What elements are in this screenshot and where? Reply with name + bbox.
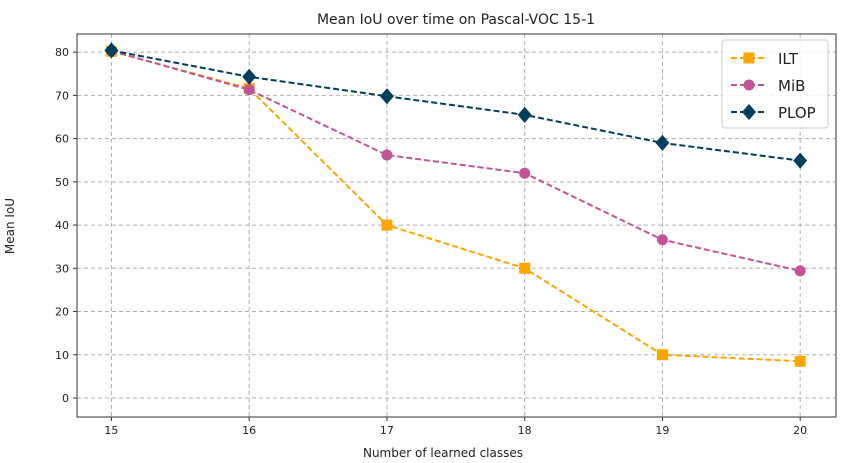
mib-point [243, 84, 255, 96]
mib-point [794, 265, 806, 277]
plop-point [793, 152, 808, 169]
y-tick-label: 70 [55, 89, 69, 102]
ilt-line [111, 50, 801, 363]
ilt-point [656, 349, 668, 361]
plop-legend-marker [742, 104, 756, 120]
y-tick-label: 80 [55, 46, 69, 59]
plop-point [517, 106, 532, 123]
y-axis-label: Mean IoU [3, 198, 17, 254]
mib-legend-marker [743, 79, 755, 91]
ilt-legend-marker [743, 52, 755, 64]
mib-point [381, 149, 393, 161]
ilt-point [519, 262, 531, 274]
mib-point [519, 167, 531, 179]
y-tick-label: 0 [62, 392, 69, 405]
x-axis-label: Number of learned classes [363, 446, 523, 460]
mib-point [656, 234, 668, 246]
legend-label: PLOP [778, 104, 816, 122]
x-tick-label: 16 [242, 424, 256, 437]
x-tick-label: 20 [793, 424, 807, 437]
plop-line [111, 49, 801, 162]
plop-point [104, 42, 119, 59]
chart-title: Mean IoU over time on Pascal-VOC 15-1 [317, 12, 595, 28]
ilt-point [381, 219, 393, 231]
ilt-point [794, 355, 806, 367]
y-tick-label: 50 [55, 176, 69, 189]
x-tick-label: 15 [104, 424, 118, 437]
plop-point [379, 88, 394, 105]
mib-line [111, 49, 801, 272]
y-tick-label: 40 [55, 219, 69, 232]
x-tick-label: 17 [380, 424, 394, 437]
y-tick-label: 20 [55, 306, 69, 319]
legend-label: MiB [778, 77, 805, 95]
y-tick-label: 30 [55, 262, 69, 275]
plop-point [655, 134, 670, 151]
plot-frame [76, 33, 837, 418]
x-tick-label: 18 [518, 424, 532, 437]
legend-label: ILT [778, 50, 799, 68]
plop-point [242, 68, 257, 85]
y-tick-label: 60 [55, 133, 69, 146]
x-tick-label: 19 [655, 424, 669, 437]
y-tick-label: 10 [55, 349, 69, 362]
